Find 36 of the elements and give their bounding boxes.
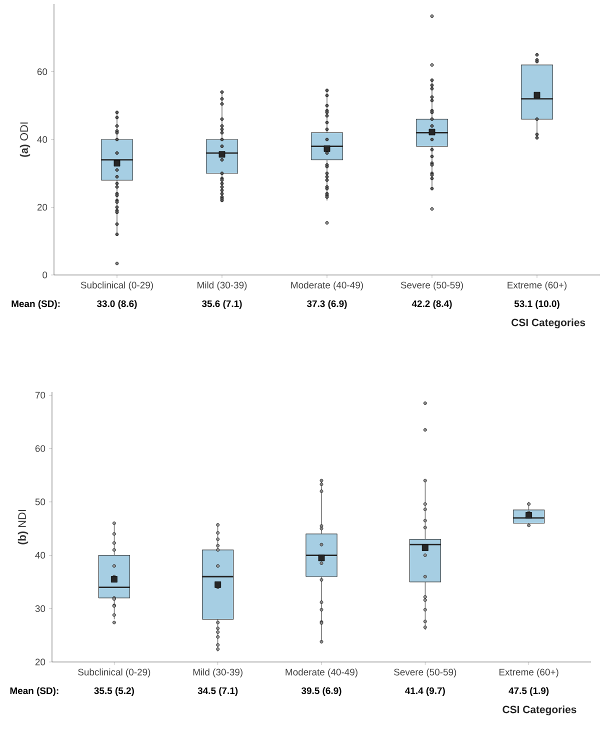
x-tick-label: Mild (30-39)	[198, 282, 247, 290]
text: 33.0 (8.6)	[96, 300, 137, 309]
text: 39.5 (6.9)	[301, 687, 342, 696]
text: 37.3 (6.9)	[306, 300, 347, 309]
text: 42.2 (8.4)	[412, 300, 452, 309]
y-tick-label: 0	[42, 272, 48, 278]
text: 35.6 (7.1)	[202, 300, 242, 309]
x-tick-label: Severe (50-59)	[400, 282, 463, 290]
y-tick-label: 70	[35, 392, 46, 399]
x-axis-title: CSI Categories	[512, 318, 586, 328]
x-tick-label: Moderate (40-49)	[286, 668, 358, 678]
x-tick-label: Extreme (60+)	[508, 282, 567, 290]
x-tick-label: Subclinical (0-29)	[78, 668, 150, 678]
y-tick-label: 40	[37, 136, 48, 143]
x-tick-label: Extreme (60+)	[499, 668, 558, 678]
text: Mean (SD):	[12, 300, 60, 309]
y-tick-label: 50	[35, 498, 46, 506]
y-tick-label: 20	[35, 658, 46, 666]
text: 34.5 (7.1)	[198, 687, 238, 696]
y-tick-label: 30	[35, 605, 46, 612]
text: 47.5 (1.9)	[508, 687, 549, 696]
x-tick-label: Mild (30-39)	[193, 668, 242, 678]
y-tick-label: 60	[35, 445, 46, 452]
y-axis-title: (b) NDI	[18, 510, 28, 544]
x-tick-label: Subclinical (0-29)	[80, 282, 153, 290]
x-tick-label: Moderate (40-49)	[291, 282, 363, 290]
y-axis-title: (a) ODI	[20, 122, 30, 157]
text: 41.4 (9.7)	[405, 687, 445, 696]
text: 53.1 (10.0)	[514, 300, 560, 309]
y-tick-label: 20	[37, 204, 48, 211]
text: Mean (SD):	[10, 687, 58, 696]
x-tick-label: Severe (50-59)	[394, 668, 456, 678]
y-tick-label: 60	[37, 68, 48, 76]
x-axis-title: CSI Categories	[502, 706, 576, 716]
y-tick-label: 40	[35, 552, 46, 559]
text: 35.5 (5.2)	[94, 687, 134, 696]
